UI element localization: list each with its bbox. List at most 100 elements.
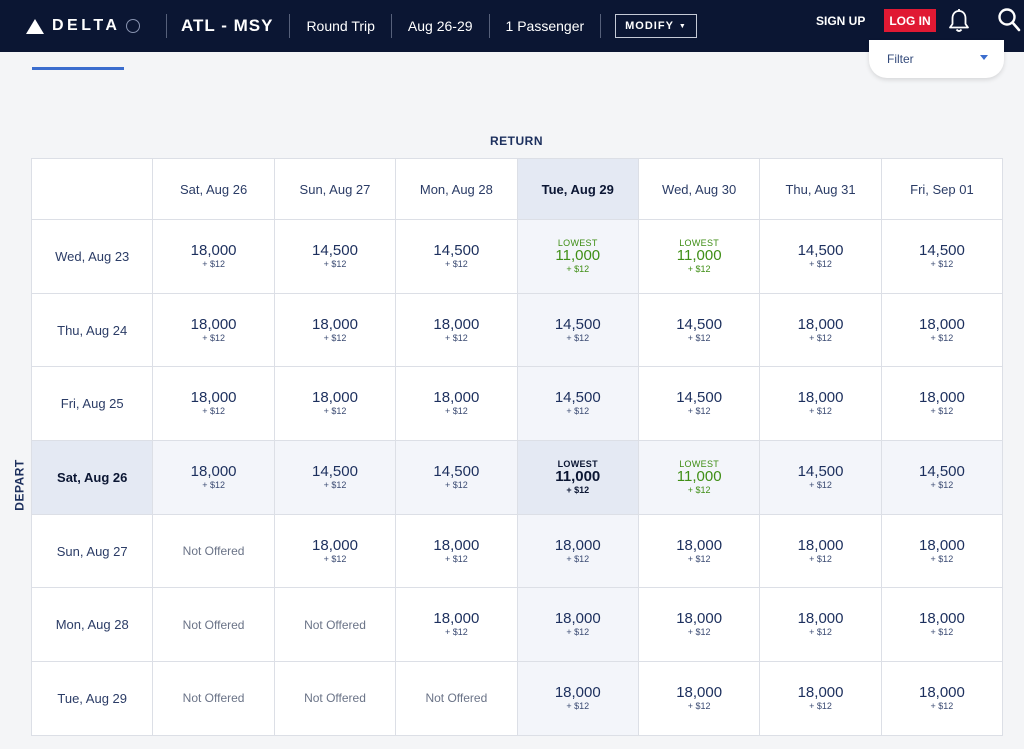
fare-cell[interactable]: 18,000 + $12 xyxy=(880,661,1004,736)
fare-cell-not-offered: Not Offered xyxy=(152,513,275,589)
fare-miles: 18,000 xyxy=(918,610,965,628)
fare-cell[interactable]: 18,000 + $12 xyxy=(273,513,397,589)
fare-cell[interactable]: 18,000 + $12 xyxy=(880,292,1004,368)
fare-taxes: + $12 xyxy=(687,484,711,495)
fare-cell[interactable]: 18,000 + $12 xyxy=(152,440,275,515)
fare-taxes: + $12 xyxy=(687,700,711,711)
depart-row: Sat, Aug 26 18,000 + $12 14,500 + $12 14,500 +… xyxy=(30,440,1004,515)
fare-taxes: + $12 xyxy=(809,700,832,711)
fare-cell[interactable]: 18,000 + $12 xyxy=(152,292,275,368)
fare-cell[interactable]: 14,500 + $12 xyxy=(395,440,518,515)
divider xyxy=(390,14,392,38)
fare-miles: 11,000 xyxy=(555,467,601,485)
divider xyxy=(166,14,167,38)
fare-miles: 18,000 xyxy=(554,610,601,628)
fare-miles: 14,500 xyxy=(918,241,965,259)
fare-cell[interactable]: 14,500 + $12 xyxy=(880,219,1004,294)
fare-cell[interactable]: 18,000 + $12 xyxy=(152,219,275,294)
fare-taxes: + $12 xyxy=(202,332,225,343)
fare-cell[interactable]: LOWEST 11,000 + $12 xyxy=(637,440,761,515)
fare-cell[interactable]: 18,000 + $12 xyxy=(759,587,882,663)
fare-miles: 18,000 xyxy=(190,389,237,407)
fare-cell[interactable]: 14,500 + $12 xyxy=(273,219,397,294)
notification-bell-icon[interactable] xyxy=(948,8,970,34)
fare-cell[interactable]: 18,000 + $12 xyxy=(759,292,882,368)
fare-cell[interactable]: 18,000 + $12 xyxy=(395,292,518,368)
fare-cell-selected[interactable]: LOWEST 11,000 + $12 xyxy=(516,440,639,515)
fare-taxes: + $12 xyxy=(687,627,711,638)
fare-cell[interactable]: 14,500 + $12 xyxy=(637,366,761,442)
fare-cell[interactable]: 18,000 + $12 xyxy=(152,366,275,442)
fare-cell[interactable]: 18,000 + $12 xyxy=(637,587,761,663)
fare-cell[interactable]: 18,000 + $12 xyxy=(637,661,761,736)
fare-cell[interactable]: 18,000 + $12 xyxy=(516,513,639,589)
fare-cell[interactable]: 14,500 + $12 xyxy=(516,292,639,368)
fare-miles: 14,500 xyxy=(433,462,480,480)
fare-taxes: + $12 xyxy=(566,332,590,343)
fare-cell[interactable]: 18,000 + $12 xyxy=(395,366,518,442)
depart-date-header-selected: Sat, Aug 26 xyxy=(30,440,154,515)
delta-logo[interactable]: DELTA xyxy=(26,17,166,35)
return-axis-label: RETURN xyxy=(490,134,543,148)
return-date-header: Thu, Aug 31 xyxy=(759,158,882,220)
fare-cell[interactable]: 18,000 + $12 xyxy=(880,513,1004,589)
fare-cell[interactable]: 18,000 + $12 xyxy=(395,513,518,589)
fare-miles: 14,500 xyxy=(797,241,844,259)
divider xyxy=(488,14,490,38)
fare-miles: 18,000 xyxy=(312,389,358,407)
fare-cell[interactable]: 14,500 + $12 xyxy=(273,440,397,515)
fare-cell[interactable]: 14,500 + $12 xyxy=(759,219,882,294)
depart-axis-label: DEPART xyxy=(12,459,27,511)
fare-taxes: + $12 xyxy=(202,406,225,417)
fare-miles: 14,500 xyxy=(554,315,601,333)
fare-cell[interactable]: 14,500 + $12 xyxy=(880,440,1004,515)
fare-cell[interactable]: 14,500 + $12 xyxy=(637,292,761,368)
fare-cell[interactable]: 18,000 + $12 xyxy=(759,513,882,589)
fare-cell[interactable]: LOWEST 11,000 + $12 xyxy=(516,219,639,294)
fare-taxes: + $12 xyxy=(566,700,590,711)
fare-cell[interactable]: LOWEST 11,000 + $12 xyxy=(637,219,761,294)
fare-cell[interactable]: 18,000 + $12 xyxy=(880,366,1004,442)
fare-taxes: + $12 xyxy=(687,406,711,417)
not-offered-label: Not Offered xyxy=(182,617,245,632)
log-in-button[interactable]: LOG IN xyxy=(884,9,936,32)
return-date-header: Fri, Sep 01 xyxy=(880,158,1004,220)
fare-miles: 18,000 xyxy=(918,536,965,554)
fare-cell[interactable]: 18,000 + $12 xyxy=(395,587,518,663)
fare-cell[interactable]: 18,000 + $12 xyxy=(516,661,639,736)
fare-cell[interactable]: 18,000 + $12 xyxy=(759,366,882,442)
fare-miles: 18,000 xyxy=(433,536,480,554)
fare-cell[interactable]: 18,000 + $12 xyxy=(273,366,397,442)
fare-cell-not-offered: Not Offered xyxy=(395,661,518,736)
modify-search-button[interactable]: MODIFY ▼ xyxy=(615,14,697,38)
fare-miles: 11,000 xyxy=(555,246,601,264)
fare-taxes: + $12 xyxy=(566,406,590,417)
sign-up-link[interactable]: SIGN UP xyxy=(816,14,866,28)
fare-cell[interactable]: 18,000 + $12 xyxy=(273,292,397,368)
fare-taxes: + $12 xyxy=(566,263,590,274)
fare-cell[interactable]: 14,500 + $12 xyxy=(759,440,882,515)
depart-row: Fri, Aug 25 18,000 + $12 18,000 + $12 18,000 +… xyxy=(30,366,1004,442)
return-date-header: Sat, Aug 26 xyxy=(152,158,275,220)
fare-cell[interactable]: 18,000 + $12 xyxy=(516,587,639,663)
filter-dropdown[interactable]: Filter xyxy=(869,40,1004,78)
fare-cell[interactable]: 18,000 + $12 xyxy=(880,587,1004,663)
fare-miles: 18,000 xyxy=(433,315,480,333)
fare-miles: 18,000 xyxy=(676,536,723,554)
fare-cell[interactable]: 18,000 + $12 xyxy=(759,661,882,736)
fare-cell[interactable]: 18,000 + $12 xyxy=(637,513,761,589)
fare-cell[interactable]: 14,500 + $12 xyxy=(516,366,639,442)
fare-taxes: + $12 xyxy=(444,406,468,417)
not-offered-label: Not Offered xyxy=(182,691,245,706)
grid-corner xyxy=(30,158,154,220)
fare-miles: 18,000 xyxy=(797,315,844,333)
fare-taxes: + $12 xyxy=(809,553,832,564)
fare-calendar-grid: Sat, Aug 26 Sun, Aug 27 Mon, Aug 28 Tue,… xyxy=(30,158,1004,736)
fare-cell[interactable]: 14,500 + $12 xyxy=(395,219,518,294)
search-icon[interactable] xyxy=(997,6,1021,34)
return-date-header: Sun, Aug 27 xyxy=(273,158,397,220)
depart-row: Thu, Aug 24 18,000 + $12 18,000 + $12 18,000 +… xyxy=(30,292,1004,368)
fare-miles: 14,500 xyxy=(676,389,723,407)
skyteam-globe-icon xyxy=(126,19,141,33)
fare-miles: 11,000 xyxy=(676,467,722,485)
